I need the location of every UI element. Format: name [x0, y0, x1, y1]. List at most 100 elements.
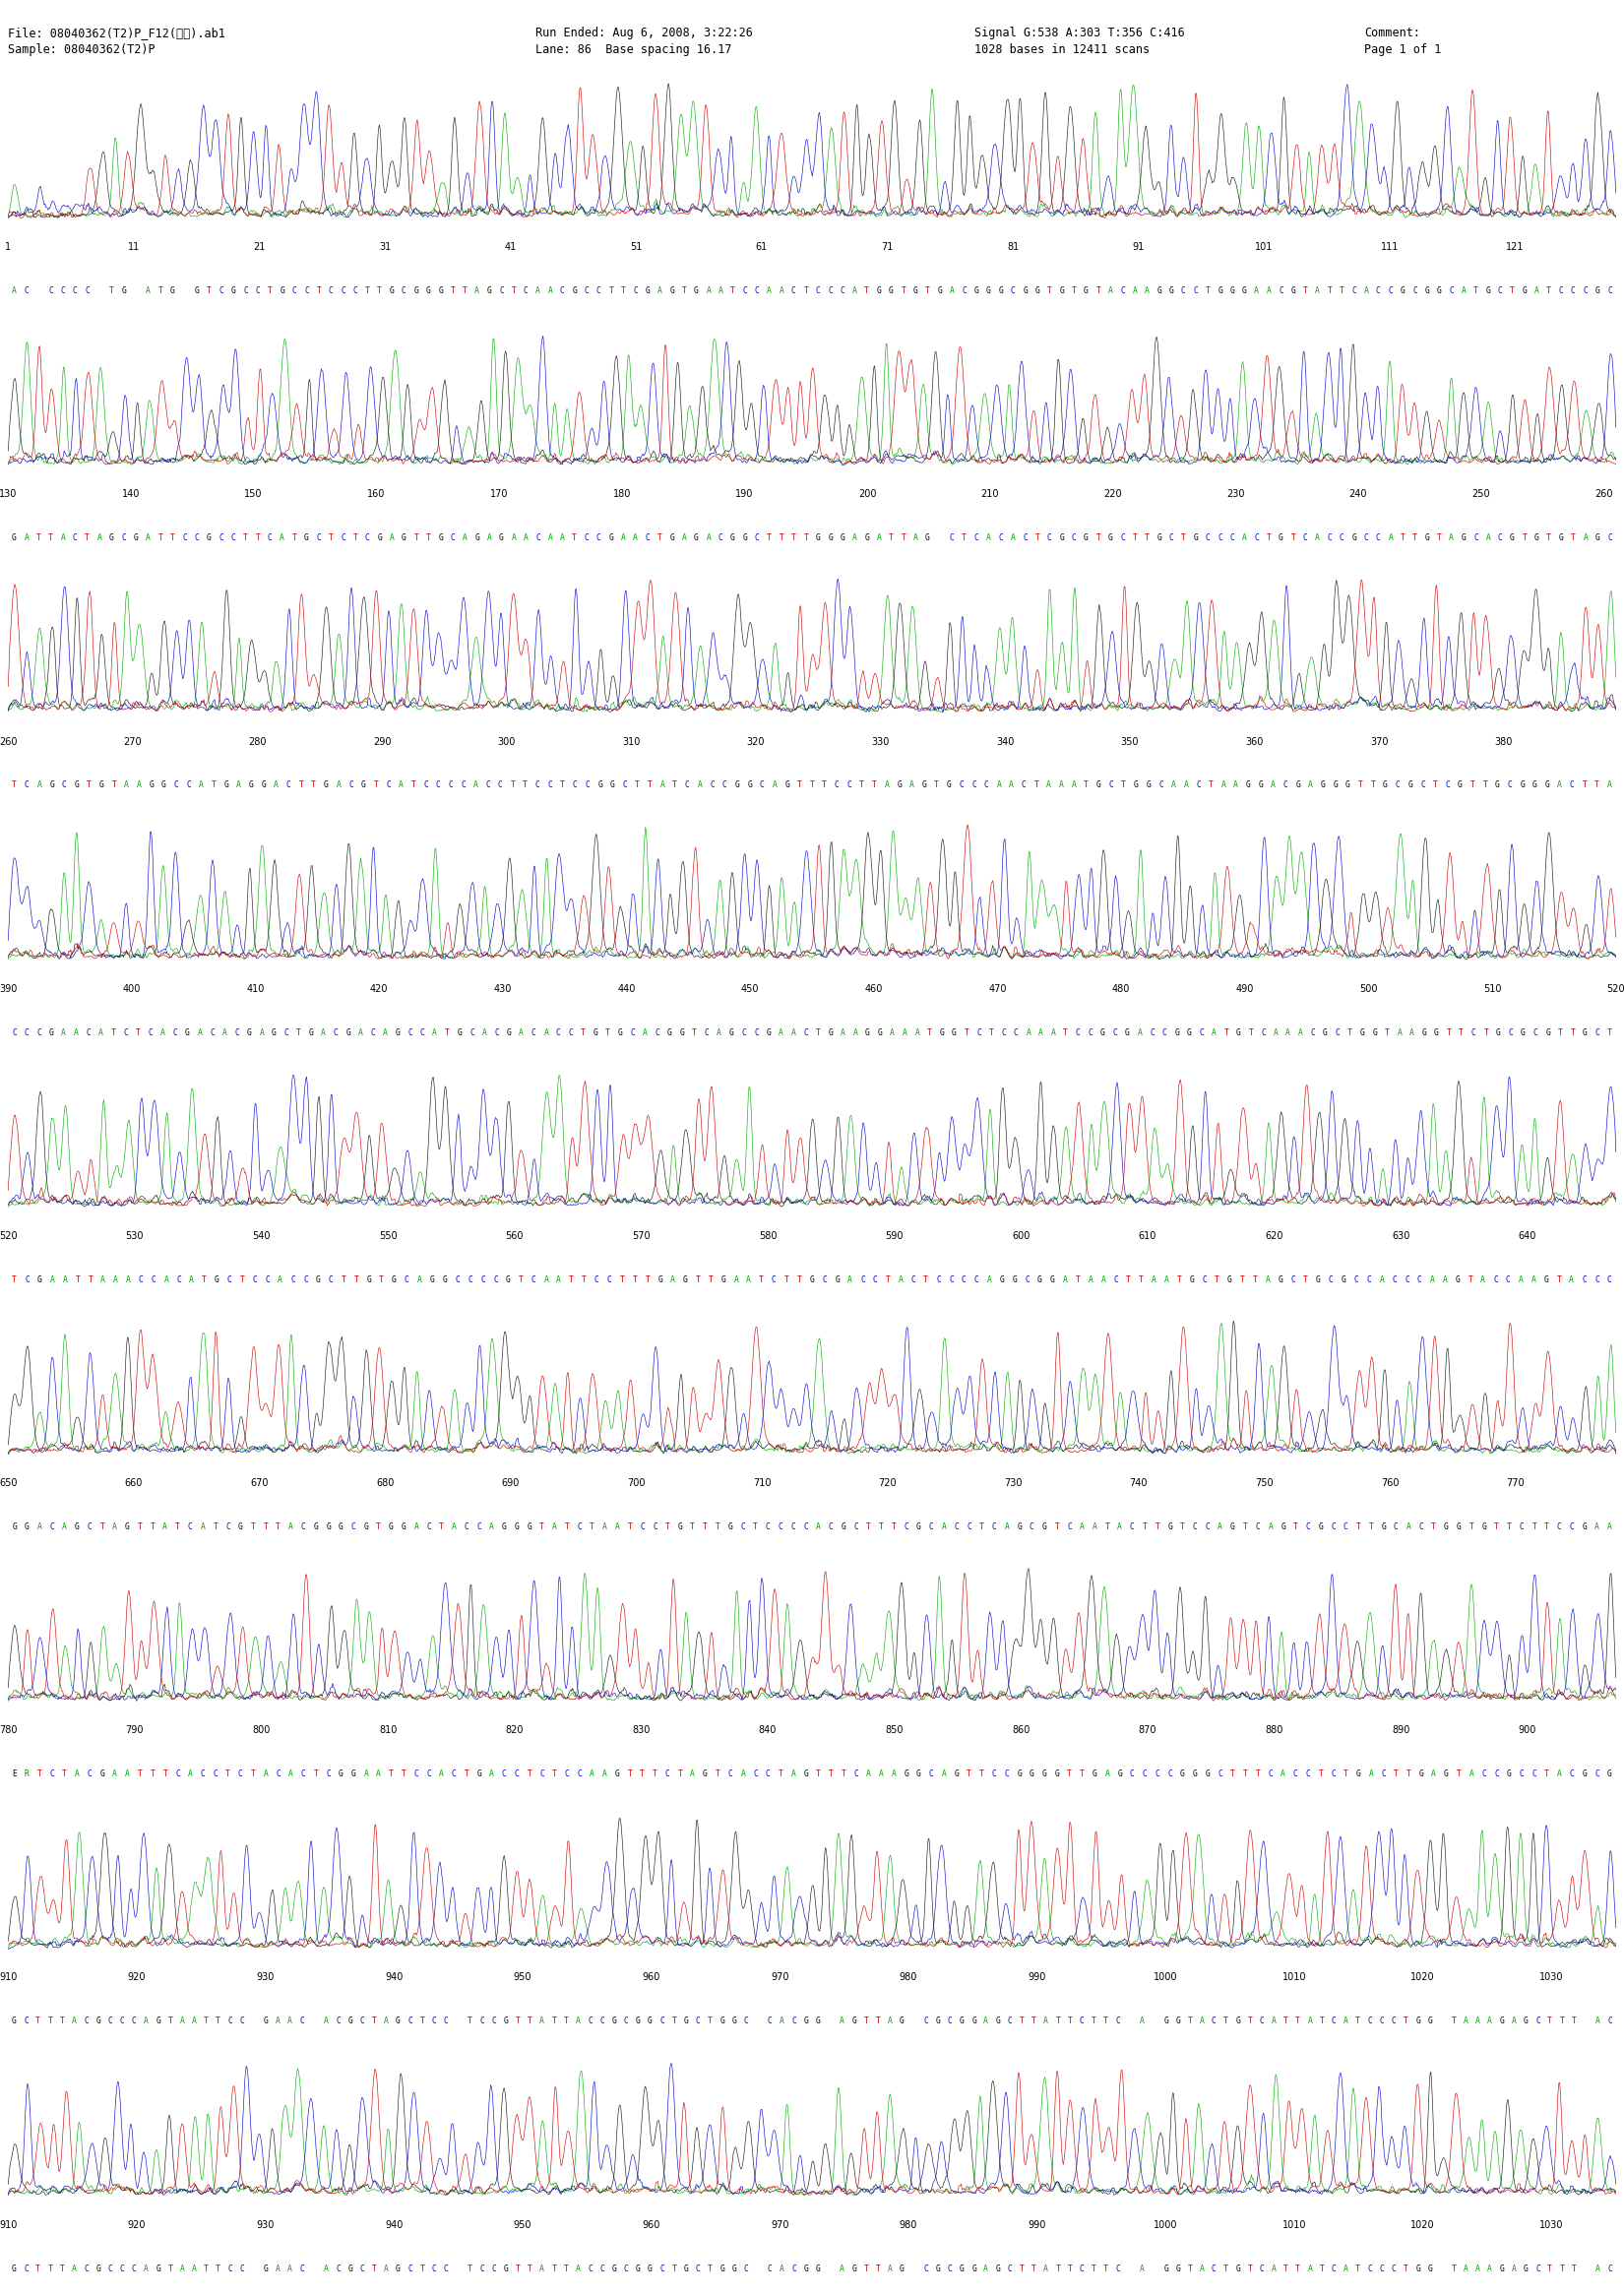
Text: C: C: [341, 533, 346, 542]
Text: C: C: [1418, 1274, 1423, 1283]
Text: C: C: [947, 2264, 952, 2273]
Text: C: C: [633, 287, 638, 296]
Text: G: G: [271, 1029, 276, 1038]
Text: C: C: [1121, 287, 1125, 296]
Text: C: C: [710, 781, 715, 790]
Text: A: A: [1397, 1029, 1402, 1038]
Text: G: G: [109, 533, 114, 542]
Text: C: C: [654, 1029, 659, 1038]
Text: A: A: [1171, 781, 1176, 790]
Text: A: A: [287, 2264, 292, 2273]
Text: C: C: [718, 533, 723, 542]
Text: T: T: [244, 533, 248, 542]
Text: G: G: [593, 1029, 598, 1038]
Text: T: T: [328, 533, 333, 542]
Text: G: G: [346, 1029, 351, 1038]
Text: C: C: [1392, 2264, 1397, 2273]
Text: C: C: [560, 287, 565, 296]
Text: A: A: [73, 1029, 78, 1038]
Text: 1030: 1030: [1540, 2220, 1564, 2229]
Text: A: A: [1184, 781, 1189, 790]
Text: C: C: [1283, 781, 1288, 790]
Text: T: T: [528, 2264, 533, 2273]
Text: A: A: [1132, 287, 1137, 296]
Text: C: C: [791, 1522, 796, 1531]
Text: C: C: [695, 2016, 700, 2025]
Text: A: A: [780, 2264, 784, 2273]
Text: C: C: [174, 781, 179, 790]
Text: A: A: [942, 1522, 947, 1531]
Text: G: G: [224, 781, 229, 790]
Text: G: G: [916, 1522, 921, 1531]
Text: 700: 700: [627, 1479, 645, 1488]
Text: C: C: [88, 1522, 93, 1531]
Text: C: C: [1494, 1770, 1499, 1779]
Text: A: A: [536, 287, 541, 296]
Text: A: A: [1072, 781, 1077, 790]
Text: C: C: [120, 2016, 125, 2025]
Text: C: C: [253, 1274, 257, 1283]
Text: 1000: 1000: [1153, 2220, 1177, 2229]
Text: T: T: [468, 2016, 473, 2025]
Text: C: C: [935, 1274, 940, 1283]
Text: A: A: [1254, 287, 1259, 296]
Text: G: G: [1486, 287, 1491, 296]
Text: G: G: [279, 287, 284, 296]
Text: C: C: [231, 533, 235, 542]
Text: T: T: [374, 781, 378, 790]
Text: C: C: [300, 1770, 305, 1779]
Text: G: G: [1054, 1770, 1059, 1779]
Text: 180: 180: [612, 489, 630, 498]
Text: A: A: [417, 1274, 422, 1283]
Text: C: C: [1380, 1770, 1385, 1779]
Text: T: T: [138, 1522, 143, 1531]
Text: 960: 960: [641, 1972, 661, 1981]
Text: A: A: [718, 287, 723, 296]
Text: A: A: [146, 533, 151, 542]
Text: C: C: [1142, 1770, 1147, 1779]
Text: T: T: [1406, 1770, 1411, 1779]
Text: G: G: [1134, 781, 1138, 790]
Text: C: C: [359, 2016, 364, 2025]
Text: G: G: [999, 287, 1004, 296]
Text: G: G: [326, 1522, 331, 1531]
Text: A: A: [879, 1770, 883, 1779]
Text: A: A: [99, 1029, 104, 1038]
Text: C: C: [539, 1770, 544, 1779]
Text: C: C: [1088, 1029, 1093, 1038]
Text: G: G: [1582, 1029, 1587, 1038]
Text: G: G: [1229, 287, 1234, 296]
Text: G: G: [96, 2264, 101, 2273]
Text: Signal G:538 A:303 T:356 C:416: Signal G:538 A:303 T:356 C:416: [974, 25, 1186, 39]
Text: C: C: [755, 287, 760, 296]
Text: C: C: [1075, 1029, 1080, 1038]
Text: C: C: [451, 1770, 456, 1779]
Text: 550: 550: [378, 1231, 398, 1240]
Text: C: C: [1471, 1029, 1476, 1038]
Text: A: A: [1307, 781, 1312, 790]
Text: A: A: [1379, 1274, 1384, 1283]
Text: 560: 560: [505, 1231, 523, 1240]
Text: G: G: [742, 533, 747, 542]
Text: T: T: [438, 1522, 443, 1531]
Text: A: A: [780, 287, 784, 296]
Text: G: G: [503, 2016, 508, 2025]
Text: C: C: [804, 1029, 809, 1038]
Text: 490: 490: [1236, 985, 1254, 994]
Text: A: A: [24, 533, 29, 542]
Text: C: C: [1509, 1029, 1514, 1038]
Text: C: C: [728, 1770, 732, 1779]
Text: C: C: [1255, 1522, 1260, 1531]
Text: T: T: [965, 1029, 970, 1038]
Text: T: T: [1056, 2264, 1060, 2273]
Text: C: C: [1531, 1770, 1536, 1779]
Text: Lane: 86  Base spacing 16.17: Lane: 86 Base spacing 16.17: [536, 44, 732, 57]
Text: T: T: [804, 533, 809, 542]
Text: G: G: [75, 781, 80, 790]
Text: C: C: [328, 1274, 333, 1283]
Text: G: G: [1496, 1029, 1501, 1038]
Text: A: A: [377, 1770, 382, 1779]
Text: A: A: [682, 533, 687, 542]
Text: T: T: [1582, 781, 1587, 790]
Text: 990: 990: [1028, 2220, 1046, 2229]
